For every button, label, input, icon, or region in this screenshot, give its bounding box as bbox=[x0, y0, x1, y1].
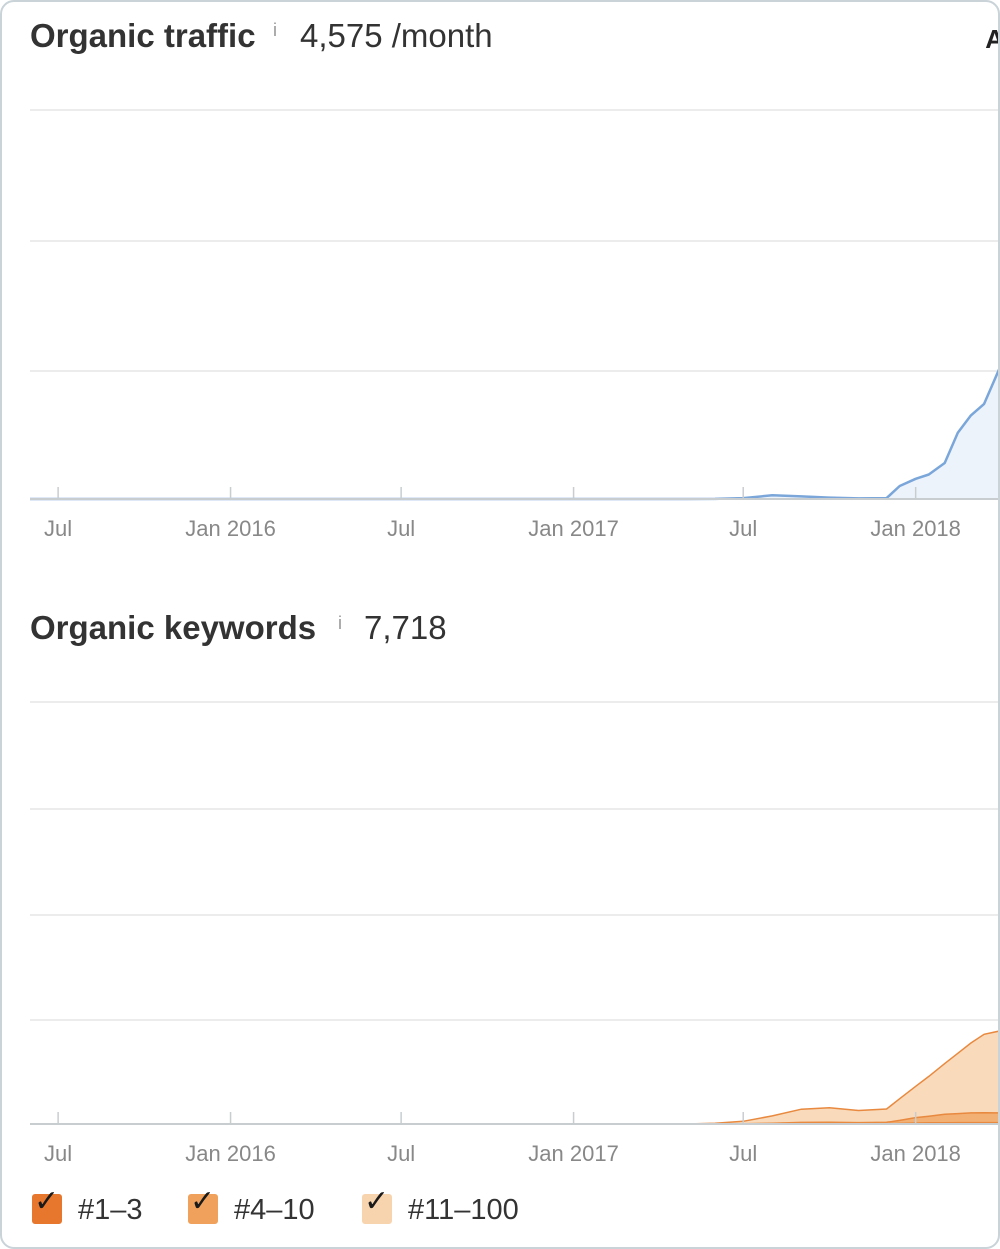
x-tick-label: Jul bbox=[44, 516, 72, 541]
x-tick-label: Jul bbox=[387, 516, 415, 541]
series-line bbox=[30, 1030, 998, 1125]
x-tick-label: Jan 2016 bbox=[185, 516, 276, 541]
corner-label[interactable]: A bbox=[985, 24, 998, 55]
x-tick-label: Jan 2017 bbox=[528, 1141, 619, 1166]
legend-swatch bbox=[32, 1194, 62, 1224]
legend-swatch bbox=[362, 1194, 392, 1224]
x-tick-label: Jul bbox=[44, 1141, 72, 1166]
x-tick-label: Jan 2017 bbox=[528, 516, 619, 541]
organic-keywords-value: 7,718 bbox=[364, 609, 447, 646]
organic-keywords-title: Organic keywords bbox=[30, 609, 317, 646]
x-tick-label: Jan 2016 bbox=[185, 1141, 276, 1166]
info-icon[interactable]: i bbox=[338, 613, 342, 633]
organic-traffic-title: Organic traffic bbox=[30, 17, 256, 54]
organic-keywords-chart: Jul Jan 2016 Jul Jan 2017 Jul Jan 2018 bbox=[30, 701, 998, 1166]
organic-traffic-panel: Organic traffic i 4,575 /month A Jul Jan … bbox=[2, 2, 998, 582]
checkmark-icon: ✓ bbox=[190, 1185, 216, 1218]
checkmark-icon: ✓ bbox=[34, 1185, 60, 1218]
checkmark-icon: ✓ bbox=[364, 1185, 390, 1218]
x-tick-label: Jul bbox=[387, 1141, 415, 1166]
series-area bbox=[30, 1031, 998, 1124]
legend-label: #1–3 bbox=[78, 1194, 143, 1226]
legend-label: #4–10 bbox=[234, 1194, 315, 1226]
organic-traffic-value: 4,575 /month bbox=[300, 17, 493, 54]
x-tick-label: Jan 2018 bbox=[870, 1141, 961, 1166]
info-icon[interactable]: i bbox=[273, 20, 277, 40]
x-tick-label: Jan 2018 bbox=[870, 516, 961, 541]
x-tick-label: Jul bbox=[729, 1141, 757, 1166]
legend-swatch bbox=[188, 1194, 218, 1224]
x-tick-label: Jul bbox=[729, 516, 757, 541]
keywords-legend: ✓ #1–3 ✓ #4–10 ✓ #11–100 bbox=[32, 1185, 992, 1230]
legend-label: #11–100 bbox=[408, 1194, 519, 1226]
organic-traffic-chart: Jul Jan 2016 Jul Jan 2017 Jul Jan 2018 bbox=[30, 109, 998, 541]
